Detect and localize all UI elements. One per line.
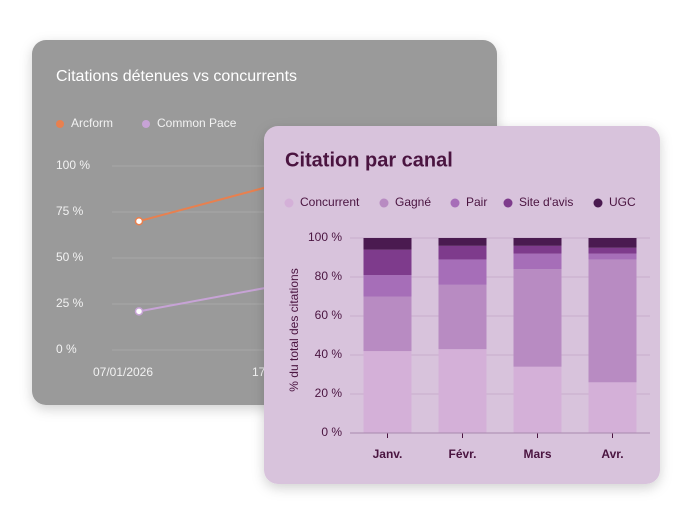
bar-segment <box>363 351 412 433</box>
legend-marker <box>593 198 603 208</box>
bar-segment <box>363 296 412 352</box>
bar-segment <box>363 249 412 276</box>
y-tick-label: 25 % <box>56 296 84 310</box>
legend-label: Concurrent <box>300 195 360 209</box>
x-tick-label: Avr. <box>601 447 623 461</box>
chart-title: Citation par canal <box>285 149 453 171</box>
bar-segment <box>588 247 637 254</box>
x-tick-label: Mars <box>523 447 551 461</box>
y-tick-label: 50 % <box>56 250 84 264</box>
bar-segment <box>588 253 637 260</box>
bar-segment <box>438 284 487 350</box>
y-axis-label: % du total des citations <box>287 268 301 391</box>
bar-segment <box>363 275 412 297</box>
legend-marker <box>450 198 460 208</box>
legend-marker <box>379 198 389 208</box>
y-tick-label: 0 % <box>56 342 77 356</box>
bar-segment <box>438 259 487 285</box>
legend-label: Common Pace <box>157 116 237 130</box>
x-tick-label: Janv. <box>373 447 403 461</box>
legend-label: UGC <box>609 195 636 209</box>
bar-segment <box>513 245 562 254</box>
bar-segment <box>438 245 487 260</box>
bar-segment <box>513 238 562 246</box>
y-tick-label: 100 % <box>56 158 90 172</box>
legend-marker <box>56 120 64 128</box>
bar-segment <box>513 269 562 367</box>
x-tick-label: 07/01/2026 <box>93 365 153 379</box>
y-tick-label: 60 % <box>315 308 343 322</box>
y-tick-label: 0 % <box>321 425 342 439</box>
bar-segment <box>513 253 562 270</box>
y-tick-label: 100 % <box>308 230 342 244</box>
legend-marker <box>284 198 294 208</box>
y-tick-label: 80 % <box>315 269 343 283</box>
front-card: Citation par canal % du total des citati… <box>264 126 660 484</box>
bar-segment <box>588 382 637 433</box>
legend-label: Arcform <box>71 116 113 130</box>
legend-label: Pair <box>466 195 487 209</box>
y-tick-label: 40 % <box>315 347 343 361</box>
legend-marker <box>142 120 150 128</box>
point <box>134 216 144 226</box>
bar-segment <box>438 349 487 433</box>
bar-segment <box>513 366 562 433</box>
point <box>134 307 144 316</box>
y-tick-label: 20 % <box>315 386 343 400</box>
bar-segment <box>588 238 637 248</box>
legend-marker <box>503 198 513 208</box>
legend-label: Site d'avis <box>519 195 573 209</box>
bar-segment <box>363 238 412 250</box>
chart-title: Citations détenues vs concurrents <box>56 68 297 85</box>
x-tick-label: Févr. <box>448 447 476 461</box>
legend-label: Gagné <box>395 195 431 209</box>
y-tick-label: 75 % <box>56 204 84 218</box>
bar-segment <box>588 259 637 383</box>
bar-segment <box>438 238 487 246</box>
